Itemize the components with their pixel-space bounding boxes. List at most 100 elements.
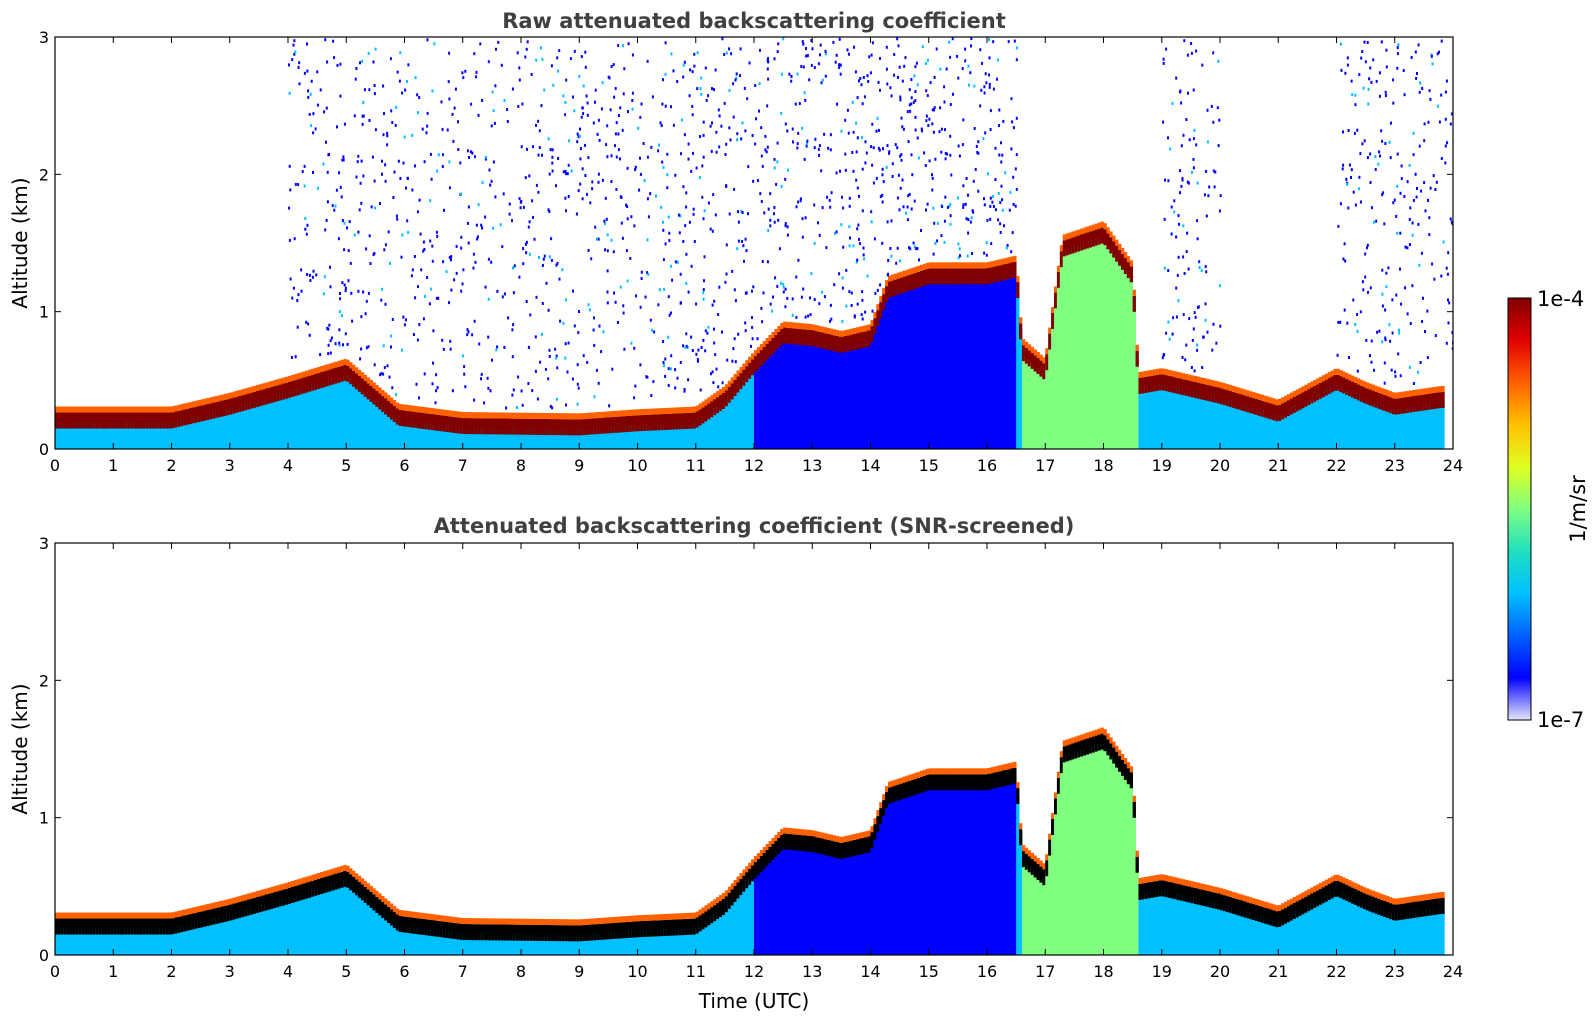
y-tick-label: 1 [39, 809, 49, 828]
cloud-base-band-1-448 [1359, 891, 1364, 908]
heatmap-column-0-383 [1170, 385, 1174, 449]
heatmap-column-1-276 [858, 847, 863, 955]
noise-pixel-1203 [982, 137, 985, 141]
noise-pixel-620 [429, 152, 432, 156]
noise-pixel-913 [516, 51, 519, 55]
noise-pixel-74 [401, 233, 404, 237]
noise-pixel-1412 [897, 44, 900, 48]
noise-pixel-323 [457, 120, 459, 124]
cloud-edge-band-0-145 [477, 412, 481, 419]
cloud-base-band-1-135 [448, 922, 452, 939]
cloud-base-band-0-25 [127, 412, 132, 429]
cloud-base-band-1-184 [590, 924, 595, 941]
cloud-edge-band-0-202 [643, 408, 647, 415]
cloud-base-band-1-368 [1126, 768, 1131, 785]
cloud-base-band-1-88 [311, 880, 315, 897]
cloud-edge-band-0-309 [954, 262, 959, 269]
cloud-base-band-0-164 [532, 418, 536, 435]
heatmap-column-0-233 [733, 388, 737, 449]
noise-pixel-457 [484, 285, 487, 289]
noise-pixel-353 [294, 50, 297, 54]
cloud-edge-band-0-123 [413, 405, 417, 412]
heatmap-column-1-138 [456, 932, 461, 955]
heatmap-column-0-88 [311, 383, 315, 449]
heatmap-column-0-468 [1418, 404, 1422, 449]
cloud-edge-band-0-329 [1013, 255, 1017, 262]
cloud-base-band-0-275 [855, 333, 860, 350]
noise-pixel-1308 [760, 306, 763, 310]
noise-pixel-1483 [936, 221, 939, 225]
cloud-edge-band-0-199 [634, 409, 638, 416]
cloud-edge-band-1-314 [969, 768, 973, 775]
noise-pixel-871 [705, 98, 708, 102]
cloud-base-band-0-19 [110, 412, 114, 429]
cloud-edge-band-0-207 [657, 408, 662, 415]
cloud-edge-band-0-448 [1359, 379, 1364, 386]
noise-pixel-571 [683, 389, 686, 393]
noise-pixel-1433 [841, 286, 844, 290]
heatmap-column-1-467 [1415, 910, 1419, 955]
heatmap-column-1-416 [1266, 917, 1270, 955]
cloud-base-band-1-337 [1036, 864, 1040, 881]
noise-pixel-879 [530, 73, 533, 76]
cloud-base-band-0-161 [523, 418, 528, 435]
noise-pixel-215 [617, 114, 620, 117]
noise-pixel-710 [674, 260, 677, 264]
noise-pixel-1012 [957, 76, 960, 80]
cloud-base-band-1-445 [1351, 887, 1355, 904]
cloud-edge-band-1-268 [835, 835, 839, 842]
heatmap-column-0-80 [288, 390, 292, 449]
cloud-base-band-1-226 [713, 905, 717, 922]
heatmap-column-0-407 [1240, 403, 1244, 449]
heatmap-column-0-334 [1027, 359, 1032, 449]
noise-pixel-816 [371, 155, 374, 159]
cloud-base-band-1-105 [360, 884, 365, 901]
noise-pixel-494 [685, 344, 688, 348]
cloud-edge-band-1-267 [832, 835, 836, 842]
noise-pixel-1508 [1191, 338, 1194, 342]
noise-pixel-1148 [928, 159, 931, 163]
noise-pixel-888 [674, 368, 677, 372]
noise-pixel-760 [717, 313, 720, 316]
heatmap-column-1-271 [844, 850, 848, 955]
noise-pixel-143 [308, 112, 311, 116]
cloud-edge-band-1-411 [1252, 898, 1256, 905]
noise-pixel-577 [712, 381, 715, 385]
cloud-edge-band-1-235 [739, 873, 743, 880]
heatmap-column-1-18 [107, 927, 111, 955]
noise-pixel-675 [728, 47, 731, 51]
noise-pixel-1040 [914, 90, 917, 93]
noise-pixel-1364 [756, 179, 759, 182]
noise-pixel-311 [303, 71, 306, 75]
heatmap-column-1-6 [72, 927, 76, 955]
noise-pixel-763 [696, 87, 699, 91]
cloud-edge-band-0-128 [427, 407, 432, 414]
heatmap-column-0-34 [154, 421, 158, 449]
cloud-base-band-0-138 [456, 417, 461, 434]
cloud-base-band-1-104 [357, 881, 362, 898]
noise-pixel-950 [502, 192, 505, 196]
cloud-base-band-0-117 [395, 408, 400, 425]
noise-pixel-414 [585, 94, 588, 98]
noise-pixel-374 [662, 220, 664, 224]
cloud-edge-band-0-50 [200, 399, 204, 406]
heatmap-column-1-134 [445, 930, 449, 955]
cloud-edge-band-0-80 [288, 375, 292, 382]
cloud-edge-band-0-425 [1292, 390, 1297, 397]
heatmap-column-0-438 [1330, 385, 1334, 449]
cloud-base-band-0-224 [707, 403, 711, 420]
noise-pixel-1097 [964, 59, 967, 63]
cloud-edge-band-1-279 [867, 830, 871, 837]
heatmap-column-0-281 [873, 327, 877, 449]
noise-pixel-221 [702, 338, 705, 342]
cloud-base-band-1-127 [424, 919, 429, 936]
noise-pixel-1856 [1385, 285, 1388, 289]
noise-pixel-572 [476, 235, 479, 239]
heatmap-column-0-272 [847, 344, 851, 449]
cloud-edge-band-1-95 [331, 868, 335, 875]
cloud-edge-band-0-427 [1298, 387, 1302, 394]
cloud-base-band-0-266 [829, 334, 834, 351]
cloud-base-band-1-191 [611, 923, 615, 940]
noise-pixel-557 [594, 88, 597, 92]
heatmap-column-1-295 [914, 787, 918, 955]
